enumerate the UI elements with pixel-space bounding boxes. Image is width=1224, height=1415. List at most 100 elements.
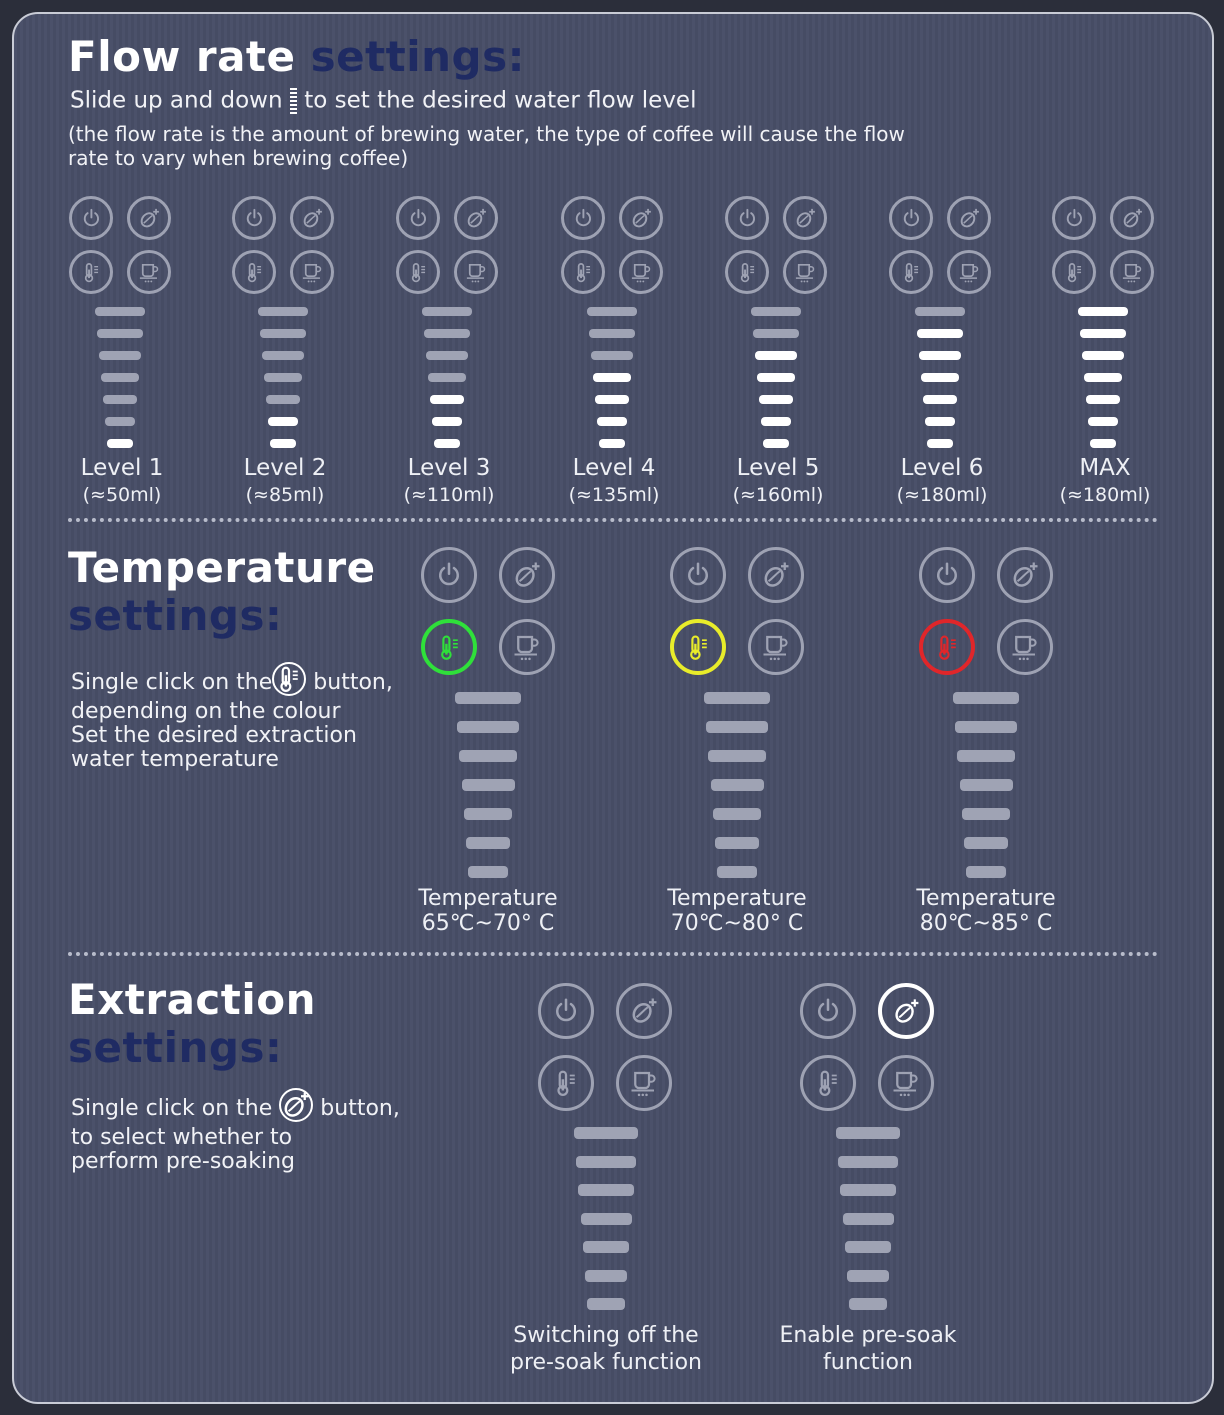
level-bar — [838, 1155, 898, 1168]
bean-plus-button[interactable] — [1110, 196, 1154, 240]
cup-icon — [893, 1071, 918, 1097]
power-icon — [739, 208, 755, 226]
cup-button[interactable] — [127, 250, 171, 294]
cup-button[interactable] — [997, 619, 1053, 675]
thermometer-button[interactable] — [396, 250, 440, 294]
level-bar — [457, 721, 519, 733]
level-bar — [591, 351, 633, 360]
bean-plus-button[interactable] — [290, 196, 334, 240]
level-bar — [961, 808, 1011, 820]
bean-plus-button[interactable] — [748, 547, 804, 603]
section-divider — [68, 952, 1158, 956]
level-bar — [95, 307, 145, 316]
level-bar-active — [923, 395, 957, 404]
power-button[interactable] — [396, 196, 440, 240]
bean-plus-button[interactable] — [783, 196, 827, 240]
power-button[interactable] — [561, 196, 605, 240]
cup-button[interactable] — [947, 250, 991, 294]
level-bar — [844, 1241, 892, 1253]
bean-plus-icon — [895, 998, 918, 1023]
thermometer-button[interactable] — [421, 619, 477, 675]
thermometer-button[interactable] — [889, 250, 933, 294]
cup-button[interactable] — [1110, 250, 1154, 294]
power-icon — [937, 562, 957, 586]
thermometer-button[interactable] — [1052, 250, 1096, 294]
thermometer-icon — [689, 635, 707, 660]
cup-button[interactable] — [878, 1055, 934, 1111]
thermometer-button[interactable] — [725, 250, 769, 294]
power-button[interactable] — [232, 196, 276, 240]
level-bar — [704, 692, 770, 704]
bean-plus-button[interactable] — [127, 196, 171, 240]
level-bar-active — [1086, 395, 1120, 404]
power-icon — [439, 562, 459, 586]
level-bar — [576, 1155, 636, 1168]
level-bar — [751, 307, 801, 316]
cup-icon — [514, 635, 539, 661]
power-button[interactable] — [421, 547, 477, 603]
power-button[interactable] — [1052, 196, 1096, 240]
level-volume: (≈85ml) — [245, 484, 325, 506]
cup-icon — [959, 263, 978, 282]
level-volume: (≈180ml) — [896, 484, 988, 506]
power-button[interactable] — [889, 196, 933, 240]
bean-plus-button[interactable] — [619, 196, 663, 240]
power-icon — [575, 208, 591, 226]
bean-plus-button[interactable] — [616, 983, 672, 1039]
power-icon — [903, 208, 919, 226]
cup-button[interactable] — [783, 250, 827, 294]
level-bar — [97, 329, 143, 338]
level-bar — [266, 395, 300, 404]
level-bar — [712, 808, 762, 820]
level-bar-active — [917, 329, 963, 338]
level-bar — [963, 837, 1009, 849]
power-button[interactable] — [69, 196, 113, 240]
level-bar — [589, 329, 635, 338]
level-bar — [582, 1241, 630, 1253]
bean-plus-icon — [515, 562, 540, 587]
thermometer-icon — [576, 262, 590, 282]
level-bar — [422, 307, 472, 316]
level-bar — [465, 837, 511, 849]
slider-bars-icon — [289, 88, 297, 114]
cup-button[interactable] — [454, 250, 498, 294]
level-bar — [842, 1212, 894, 1225]
bean-plus-button[interactable] — [878, 983, 934, 1039]
flow-instruction: Slide up and down to set the desired wat… — [70, 87, 697, 114]
extraction-caption: Switching off the pre-soak function — [509, 1323, 703, 1375]
cup-icon — [1012, 635, 1037, 661]
cup-button[interactable] — [619, 250, 663, 294]
power-button[interactable] — [538, 983, 594, 1039]
thermometer-button[interactable] — [232, 250, 276, 294]
bean-plus-icon — [1013, 562, 1038, 587]
level-bar-active — [925, 417, 955, 426]
cup-button[interactable] — [499, 619, 555, 675]
thermometer-button[interactable] — [538, 1055, 594, 1111]
thermometer-icon — [247, 262, 261, 282]
cup-button[interactable] — [748, 619, 804, 675]
level-bar-active — [430, 395, 464, 404]
cup-button[interactable] — [290, 250, 334, 294]
cup-icon — [139, 263, 158, 282]
power-button[interactable] — [919, 547, 975, 603]
thermometer-button[interactable] — [800, 1055, 856, 1111]
bean-plus-button[interactable] — [499, 547, 555, 603]
level-bar — [428, 373, 466, 382]
level-bar — [262, 351, 304, 360]
power-button[interactable] — [725, 196, 769, 240]
level-bar — [574, 1127, 638, 1139]
thermometer-button[interactable] — [670, 619, 726, 675]
thermometer-button[interactable] — [561, 250, 605, 294]
thermometer-icon — [904, 262, 918, 282]
bean-plus-button[interactable] — [947, 196, 991, 240]
level-volume: (≈110ml) — [403, 484, 495, 506]
thermometer-button[interactable] — [69, 250, 113, 294]
level-volume: (≈135ml) — [568, 484, 660, 506]
level-bar-active — [268, 417, 298, 426]
power-button[interactable] — [670, 547, 726, 603]
power-button[interactable] — [800, 983, 856, 1039]
thermometer-button[interactable] — [919, 619, 975, 675]
cup-button[interactable] — [616, 1055, 672, 1111]
bean-plus-button[interactable] — [997, 547, 1053, 603]
bean-plus-button[interactable] — [454, 196, 498, 240]
